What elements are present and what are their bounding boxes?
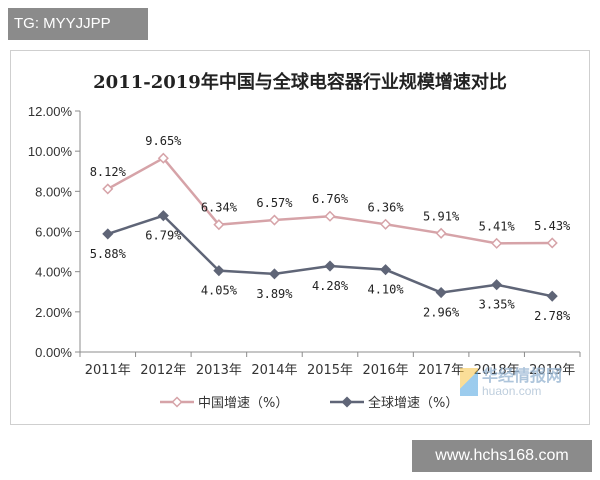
data-point-2 — [435, 286, 447, 299]
data-label-2: 3.89% — [256, 287, 293, 301]
x-tick-label: 2013年 — [196, 363, 242, 378]
y-tick-label: 0.00% — [35, 345, 72, 360]
site-tag: www.hchs168.com — [412, 440, 592, 472]
logo-icon — [460, 368, 478, 396]
y-tick-label: 8.00% — [35, 184, 72, 199]
data-label-1: 5.91% — [423, 209, 460, 223]
x-tick-label: 2019年 — [529, 363, 575, 378]
data-label-1: 6.76% — [312, 192, 349, 206]
y-tick-label: 2.00% — [35, 305, 72, 320]
data-label-1: 6.34% — [201, 201, 238, 215]
data-point-2 — [102, 228, 114, 240]
watermark-logo-cn: 华经情报网 — [482, 366, 563, 385]
legend-label-1: 中国增速（%） — [198, 396, 288, 411]
data-label-2: 4.05% — [201, 284, 238, 298]
chart-title: 2011-2019年中国与全球电容器行业规模增速对比 — [93, 72, 507, 93]
y-tick-label: 12.00% — [28, 104, 73, 119]
x-tick-label: 2015年 — [307, 363, 353, 378]
data-point-1 — [157, 152, 169, 164]
data-point-1 — [324, 210, 336, 222]
data-label-1: 5.43% — [534, 219, 571, 233]
legend-marker-2 — [341, 396, 353, 408]
data-label-2: 5.88% — [90, 247, 127, 261]
data-point-1 — [268, 214, 281, 226]
x-tick-label: 2011年 — [85, 363, 131, 378]
watermark-logo-en: huaon.com — [482, 384, 542, 398]
data-point-2 — [379, 264, 392, 276]
data-label-2: 4.10% — [367, 283, 404, 297]
data-point-1 — [102, 183, 114, 195]
data-point-2 — [268, 268, 281, 280]
data-point-2 — [491, 279, 503, 291]
data-point-2 — [157, 210, 169, 222]
data-point-2 — [324, 260, 336, 272]
data-point-1 — [379, 218, 392, 230]
y-tick-label: 6.00% — [35, 225, 72, 240]
x-tick-label: 2018年 — [474, 363, 520, 378]
x-tick-label: 2017年 — [418, 363, 464, 378]
y-tick-label: 4.00% — [35, 265, 72, 280]
data-point-1 — [546, 237, 558, 249]
data-label-1: 6.36% — [367, 200, 404, 214]
data-label-2: 2.96% — [423, 306, 460, 320]
watermark-logo: 华经情报网 huaon.com — [460, 362, 590, 402]
data-label-1: 5.41% — [479, 219, 516, 233]
y-tick-label: 10.00% — [28, 144, 73, 159]
data-label-2: 4.28% — [312, 279, 349, 293]
x-tick-label: 2012年 — [140, 363, 186, 378]
data-point-1 — [435, 227, 447, 239]
data-label-1: 6.57% — [256, 196, 293, 210]
data-label-2: 3.35% — [479, 298, 516, 312]
data-point-1 — [213, 219, 225, 231]
data-label-1: 8.12% — [90, 165, 127, 179]
data-label-2: 2.78% — [534, 309, 571, 323]
x-tick-label: 2014年 — [251, 363, 297, 378]
watermark-tag: TG: MYYJJPP — [8, 8, 148, 40]
data-label-1: 9.65% — [145, 134, 182, 148]
x-tick-label: 2016年 — [363, 363, 409, 378]
data-label-2: 6.79% — [145, 229, 182, 243]
data-point-1 — [491, 237, 503, 249]
data-point-2 — [213, 265, 225, 277]
legend-label-2: 全球增速（%） — [368, 395, 458, 411]
data-point-2 — [546, 290, 558, 302]
legend-marker-1 — [171, 396, 183, 408]
